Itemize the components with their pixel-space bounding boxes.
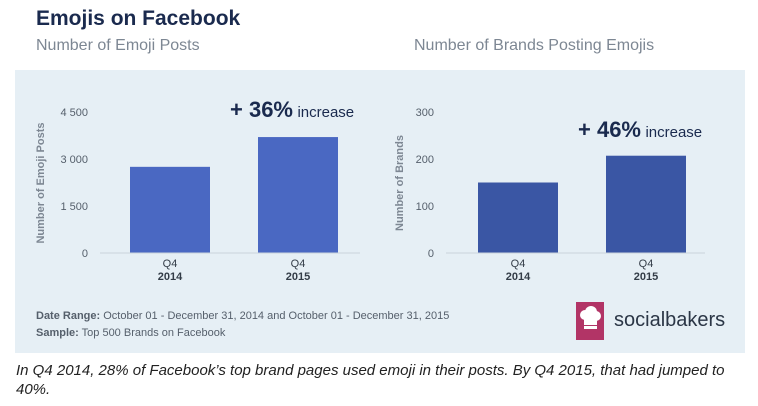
sample-label: Sample: [36, 327, 79, 339]
right-increase-percent: + 46% [578, 117, 641, 142]
right-category-year: 2014 [506, 271, 531, 283]
left-y-axis-label: Number of Emoji Posts [35, 122, 47, 243]
right-category-year: 2015 [634, 271, 658, 283]
left-increase-percent: + 36% [230, 97, 293, 122]
left-category-quarter: Q4 [291, 258, 306, 270]
left-increase-word: increase [297, 104, 355, 121]
left-chart-subtitle: Number of Emoji Posts [36, 37, 200, 54]
left-ytick-label: 1 500 [60, 201, 88, 213]
left-category-year: 2015 [286, 271, 310, 283]
date-range-line: Date Range: October 01 - December 31, 20… [36, 310, 449, 322]
page-title: Emojis on Facebook [36, 7, 241, 30]
socialbakers-logo: socialbakers [576, 302, 736, 342]
date-range-label: Date Range: [36, 310, 101, 322]
right-ytick-label: 100 [416, 201, 434, 213]
right-ytick-label: 0 [428, 248, 434, 260]
date-range-value: October 01 - December 31, 2014 and Octob… [100, 310, 450, 322]
right-increase-annotation: + 46% increase [578, 117, 702, 143]
chef-hat-icon [576, 302, 604, 340]
sample-value: Top 500 Brands on Facebook [78, 327, 226, 339]
left-increase-annotation: + 36% increase [230, 97, 354, 123]
right-category-quarter: Q4 [511, 258, 526, 270]
left-category-quarter: Q4 [163, 258, 178, 270]
right-bar [478, 182, 558, 253]
right-increase-word: increase [645, 124, 703, 141]
left-ytick-label: 4 500 [60, 107, 88, 119]
right-y-axis-label: Number of Brands [394, 135, 406, 231]
left-bar [258, 137, 338, 253]
left-ytick-label: 3 000 [60, 154, 88, 166]
right-chart-subtitle: Number of Brands Posting Emojis [414, 37, 655, 54]
left-bar [130, 166, 210, 253]
caption: In Q4 2014, 28% of Facebook’s top brand … [16, 362, 725, 398]
brand-name: socialbakers [614, 309, 726, 331]
right-bar [606, 155, 686, 253]
right-category-quarter: Q4 [639, 258, 654, 270]
sample-line: Sample: Top 500 Brands on Facebook [36, 327, 225, 339]
left-category-year: 2014 [158, 271, 183, 283]
right-ytick-label: 200 [416, 154, 434, 166]
right-ytick-label: 300 [416, 107, 434, 119]
left-ytick-label: 0 [82, 248, 88, 260]
